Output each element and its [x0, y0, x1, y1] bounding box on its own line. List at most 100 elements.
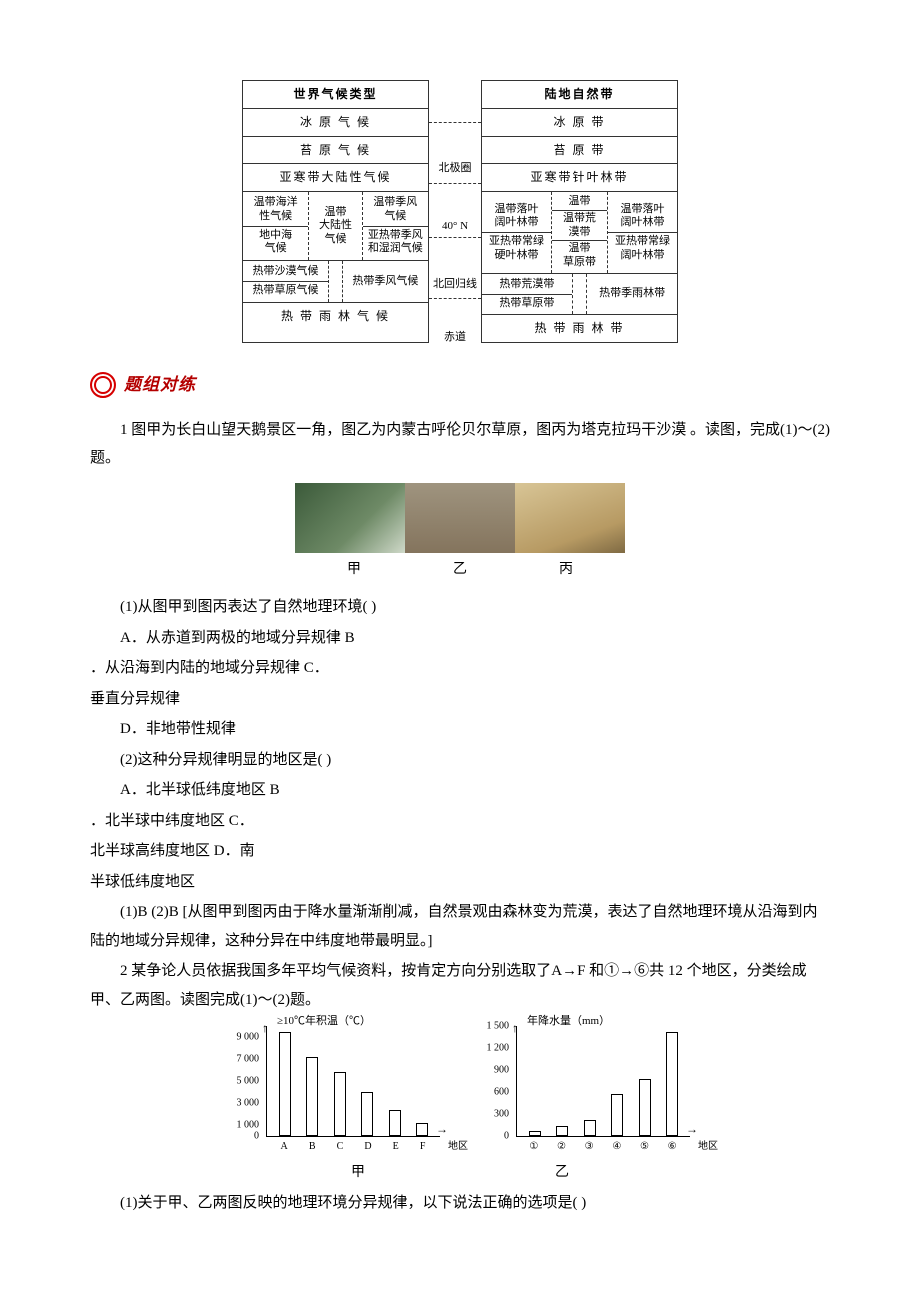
q1-answer: (1)B (2)B [从图甲到图丙由于降水量渐渐削减，自然景观由森林变为荒漠，表… [90, 898, 830, 955]
q1-2-optC: 北半球高纬度地区 D．南 [90, 837, 830, 866]
q1-2-optB: ．北半球中纬度地区 C． [90, 807, 830, 836]
y-tick: 9 000 [237, 1028, 260, 1047]
q2-1: (1)关于甲、乙两图反映的地理环境分异规律，以下说法正确的选项是( ) [90, 1189, 830, 1218]
charts-caption: 甲 乙 [90, 1160, 830, 1187]
y-ticks: 1 5001 2009006003000 [477, 1026, 513, 1136]
y-tick: 900 [494, 1061, 509, 1080]
land-natural-zones: 陆地自然带 冰 原 带 苔 原 带 亚寒带针叶林带 温带落叶 阔叶林带 亚热带常… [481, 80, 678, 343]
cell-text: 温带季风 [373, 196, 417, 210]
cell-text: 温带落叶 [621, 203, 665, 217]
cell-text: 漠带 [568, 226, 590, 240]
y-tick: 600 [494, 1083, 509, 1102]
y-tick: 7 000 [237, 1050, 260, 1069]
x-label: B [309, 1137, 316, 1156]
x-label: A [281, 1137, 288, 1156]
x-axis-name: 地区 [448, 1137, 468, 1156]
caption-yi: 乙 [555, 1160, 569, 1187]
chart-yi: ↑ → 年降水量（mm） 1 5001 2009006003000 地区 ①②③… [480, 1026, 690, 1156]
cell-text: 热带季雨林带 [587, 274, 677, 315]
cell-text: 温带荒 [563, 212, 596, 226]
chart-bar [611, 1094, 623, 1136]
cell-text: 性气候 [259, 210, 292, 224]
cell-text: 气候 [384, 210, 406, 224]
chart-bar [334, 1072, 346, 1136]
photo-jia [295, 483, 405, 553]
world-climate-types: 世界气候类型 冰 原 气 候 苔 原 气 候 亚寒带大陆性气候 温带海洋 性气候… [242, 80, 429, 343]
x-labels: 地区 ①②③④⑤⑥ [516, 1137, 690, 1156]
zone-temperate-row: 温带落叶 阔叶林带 亚热带常绿 硬叶林带 温带 温带荒 漠带 温带 [482, 192, 677, 274]
q1-2-optA: A．北半球低纬度地区 B [90, 776, 830, 805]
cell-text: 硬叶林带 [494, 249, 538, 263]
cell-text: 温带 [568, 242, 590, 256]
x-label: E [393, 1137, 399, 1156]
latitude-labels: 北极圈 40° N 北回归线 赤道 [429, 80, 481, 343]
y-tick: 0 [504, 1127, 509, 1146]
cell-text: 热带荒漠带 [482, 276, 572, 295]
climate-row: 苔 原 气 候 [243, 137, 428, 165]
x-label: F [420, 1137, 426, 1156]
q1-2-optD: 半球低纬度地区 [90, 868, 830, 897]
climate-row: 热 带 雨 林 气 候 [243, 303, 428, 330]
cell-text: 大陆性 [319, 219, 352, 233]
chart-bar [639, 1079, 651, 1136]
cell-text: 阔叶林带 [621, 249, 665, 263]
x-axis-name: 地区 [698, 1137, 718, 1156]
section-title: 题组对练 [124, 369, 196, 401]
climate-zone-tables: 世界气候类型 冰 原 气 候 苔 原 气 候 亚寒带大陆性气候 温带海洋 性气候… [90, 80, 830, 343]
chart-jia: ↑ → ≥10℃年积温（℃） 9 0007 0005 0003 0001 000… [230, 1026, 440, 1156]
chart-bar [556, 1126, 568, 1136]
lat-40n: 40° N [429, 215, 481, 237]
y-tick: 1 200 [487, 1039, 510, 1058]
cell-text: 温带 [325, 206, 347, 220]
climate-header: 世界气候类型 [243, 81, 428, 109]
zone-row: 热 带 雨 林 带 [482, 315, 677, 342]
cell-text: 草原带 [563, 256, 596, 270]
y-tick: 1 500 [487, 1017, 510, 1036]
lat-tropic: 北回归线 [429, 270, 481, 298]
cell-text: 热带沙漠气候 [243, 263, 328, 282]
q1-1-optB: ．从沿海到内陆的地域分异规律 C． [90, 654, 830, 683]
q1-2: (2)这种分异规律明显的地区是( ) [90, 746, 830, 775]
chart-bar [529, 1131, 541, 1137]
y-tick: 5 000 [237, 1072, 260, 1091]
x-label: ⑥ [668, 1137, 677, 1156]
x-label: ④ [612, 1137, 621, 1156]
cell-text: 阔叶林带 [494, 216, 538, 230]
target-icon [90, 372, 116, 398]
photo-bing [515, 483, 625, 553]
chart-bars [517, 1026, 690, 1136]
chart-bar [416, 1123, 428, 1136]
cell-text: 气候 [265, 242, 287, 256]
x-label: D [364, 1137, 371, 1156]
lat-equator: 赤道 [429, 331, 481, 344]
q1-stem: 1 图甲为长白山望天鹅景区一角，图乙为内蒙古呼伦贝尔草原，图丙为塔克拉玛干沙漠 … [90, 416, 830, 473]
q1-1-optC: 垂直分异规律 [90, 685, 830, 714]
q1-1-optA: A．从赤道到两极的地域分异规律 B [90, 624, 830, 653]
zone-row: 冰 原 带 [482, 109, 677, 137]
q1-photos [90, 483, 830, 553]
cell-text: 亚热带常绿 [489, 235, 544, 249]
chart-bars [267, 1026, 440, 1136]
cell-text: 地中海 [259, 229, 292, 243]
lat-arctic: 北极圈 [429, 155, 481, 183]
zone-tropical-row: 热带荒漠带 热带草原带 热带季雨林带 [482, 274, 677, 316]
photo-yi [405, 483, 515, 553]
practice-section-header: 题组对练 [90, 369, 830, 401]
q2-stem: 2 某争论人员依据我国多年平均气候资料，按肯定方向分别选取了A→F 和①→⑥共 … [90, 957, 830, 1014]
chart-bar [584, 1120, 596, 1137]
y-tick: 0 [254, 1127, 259, 1146]
q1-1-optD: D．非地带性规律 [90, 715, 830, 744]
cell-text: 温带海洋 [254, 196, 298, 210]
climate-row: 亚寒带大陆性气候 [243, 164, 428, 192]
cell-text: 亚热带季风 [368, 229, 423, 243]
photo-label: 丙 [559, 557, 573, 584]
x-label: ② [557, 1137, 566, 1156]
cell-text: 温带 [552, 194, 607, 211]
photo-label: 乙 [453, 557, 467, 584]
cell-text: 阔叶林带 [621, 216, 665, 230]
chart-bar [666, 1032, 678, 1137]
cell-text: 热带草原带 [482, 295, 572, 313]
zone-header: 陆地自然带 [482, 81, 677, 109]
cell-text: 温带落叶 [494, 203, 538, 217]
photo-label: 甲 [347, 557, 361, 584]
